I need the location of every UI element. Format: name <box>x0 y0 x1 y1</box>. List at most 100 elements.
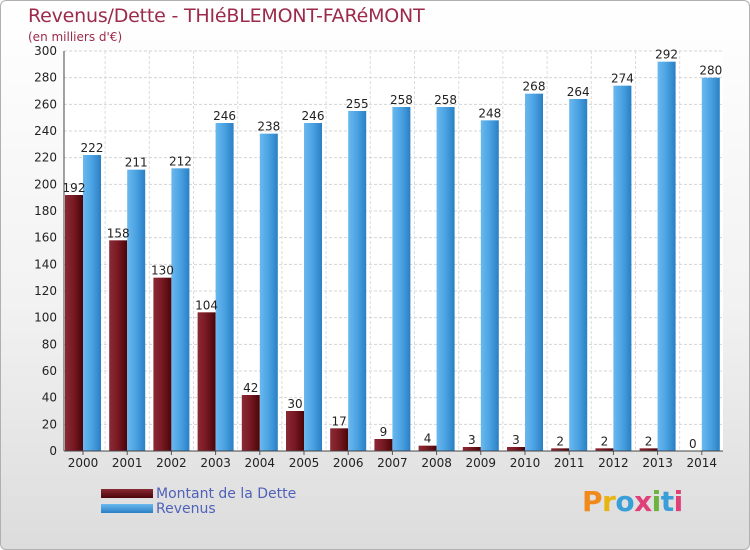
data-label-revenus: 211 <box>125 156 148 170</box>
bar-dette <box>153 277 172 451</box>
data-label-revenus: 248 <box>478 106 501 120</box>
legend-label-dette: Montant de la Dette <box>156 486 297 502</box>
bar-revenus <box>613 85 632 452</box>
logo-letter: r <box>602 485 616 518</box>
bar-revenus <box>259 133 278 451</box>
data-label-dette: 4 <box>424 432 432 446</box>
y-tick-label: 180 <box>34 204 57 218</box>
x-tick-label: 2010 <box>510 456 541 470</box>
bar-dette <box>109 240 128 451</box>
data-label-revenus: 246 <box>213 109 236 123</box>
data-label-dette: 9 <box>380 425 388 439</box>
data-label-revenus: 258 <box>390 93 413 107</box>
bar-dette <box>197 312 216 451</box>
proxiti-logo: Proxiti <box>582 485 683 518</box>
logo-letter: o <box>615 485 635 518</box>
bar-dette <box>241 395 260 451</box>
y-tick-label: 260 <box>34 97 57 111</box>
x-tick-label: 2005 <box>289 456 320 470</box>
bar-dette <box>595 448 614 451</box>
y-tick-label: 120 <box>34 284 57 298</box>
y-tick-label: 160 <box>34 231 57 245</box>
data-label-revenus: 255 <box>346 97 369 111</box>
bars-layer <box>65 61 720 452</box>
x-tick-label: 2008 <box>421 456 452 470</box>
labels-layer: 1922221582111302121042464223830246172559… <box>63 48 723 451</box>
logo-letter: x <box>634 485 652 518</box>
bar-dette <box>462 447 481 451</box>
bar-revenus <box>701 77 720 452</box>
bar-revenus <box>436 107 455 451</box>
bar-dette <box>507 447 525 451</box>
x-tick-label: 2013 <box>642 456 673 470</box>
y-tick-label: 20 <box>42 417 57 431</box>
x-tick-label: 2004 <box>245 456 276 470</box>
data-label-dette: 0 <box>689 437 697 451</box>
data-label-revenus: 280 <box>699 64 722 78</box>
y-tick-label: 0 <box>49 444 57 458</box>
bar-dette <box>330 428 349 451</box>
legend-swatch-revenus <box>101 504 153 513</box>
bar-revenus <box>569 99 588 451</box>
bar-dette <box>286 411 304 451</box>
logo-letter: P <box>582 485 603 518</box>
y-tick-label: 80 <box>42 337 57 351</box>
data-label-dette: 3 <box>468 433 476 447</box>
chart-title: Revenus/Dette - THIéBLEMONT-FARéMONT <box>28 5 425 27</box>
axis-layer: 0204060801001201401601802002202402602803… <box>34 44 723 470</box>
bar-revenus <box>127 169 146 451</box>
data-label-revenus: 274 <box>611 72 634 86</box>
y-tick-label: 280 <box>34 71 57 85</box>
bar-revenus <box>657 61 676 452</box>
y-tick-label: 40 <box>42 391 57 405</box>
data-label-revenus: 212 <box>169 154 192 168</box>
x-tick-label: 2007 <box>377 456 408 470</box>
bar-dette <box>65 195 83 451</box>
y-tick-label: 60 <box>42 364 57 378</box>
bar-revenus <box>215 123 234 451</box>
y-tick-label: 140 <box>34 257 57 271</box>
data-label-revenus: 292 <box>655 48 678 62</box>
bar-revenus <box>83 155 101 451</box>
data-label-revenus: 258 <box>434 93 457 107</box>
logo-letter: t <box>660 485 674 518</box>
y-tick-label: 200 <box>34 177 57 191</box>
data-label-revenus: 268 <box>523 80 546 94</box>
bar-revenus <box>480 120 499 451</box>
y-tick-label: 240 <box>34 124 57 138</box>
logo-letter: i <box>651 485 662 518</box>
bar-dette <box>418 445 437 451</box>
y-tick-label: 300 <box>34 44 57 58</box>
x-tick-label: 2000 <box>68 456 99 470</box>
data-label-dette: 2 <box>556 434 564 448</box>
bar-dette <box>639 448 658 451</box>
y-tick-label: 220 <box>34 151 57 165</box>
data-label-dette: 2 <box>601 434 609 448</box>
data-label-dette: 3 <box>512 433 520 447</box>
x-tick-label: 2001 <box>112 456 143 470</box>
data-label-dette: 158 <box>107 226 130 240</box>
data-label-revenus: 222 <box>81 141 104 155</box>
logo-letter: i <box>673 485 684 518</box>
data-label-dette: 2 <box>645 434 653 448</box>
data-label-dette: 104 <box>195 298 218 312</box>
data-label-dette: 192 <box>63 181 86 195</box>
data-label-revenus: 264 <box>567 85 590 99</box>
data-label-dette: 130 <box>151 264 174 278</box>
data-label-revenus: 238 <box>257 120 280 134</box>
x-tick-label: 2002 <box>156 456 187 470</box>
bar-revenus <box>392 107 411 451</box>
bar-revenus <box>171 168 190 452</box>
x-tick-label: 2014 <box>687 456 718 470</box>
x-tick-label: 2003 <box>200 456 231 470</box>
legend-swatch-dette <box>101 489 153 498</box>
chart-subtitle: (en milliers d'€) <box>28 30 123 44</box>
x-tick-label: 2011 <box>554 456 585 470</box>
x-tick-label: 2009 <box>466 456 497 470</box>
bar-revenus <box>304 123 322 451</box>
data-label-dette: 30 <box>287 397 302 411</box>
data-label-revenus: 246 <box>302 109 325 123</box>
x-tick-label: 2012 <box>598 456 629 470</box>
